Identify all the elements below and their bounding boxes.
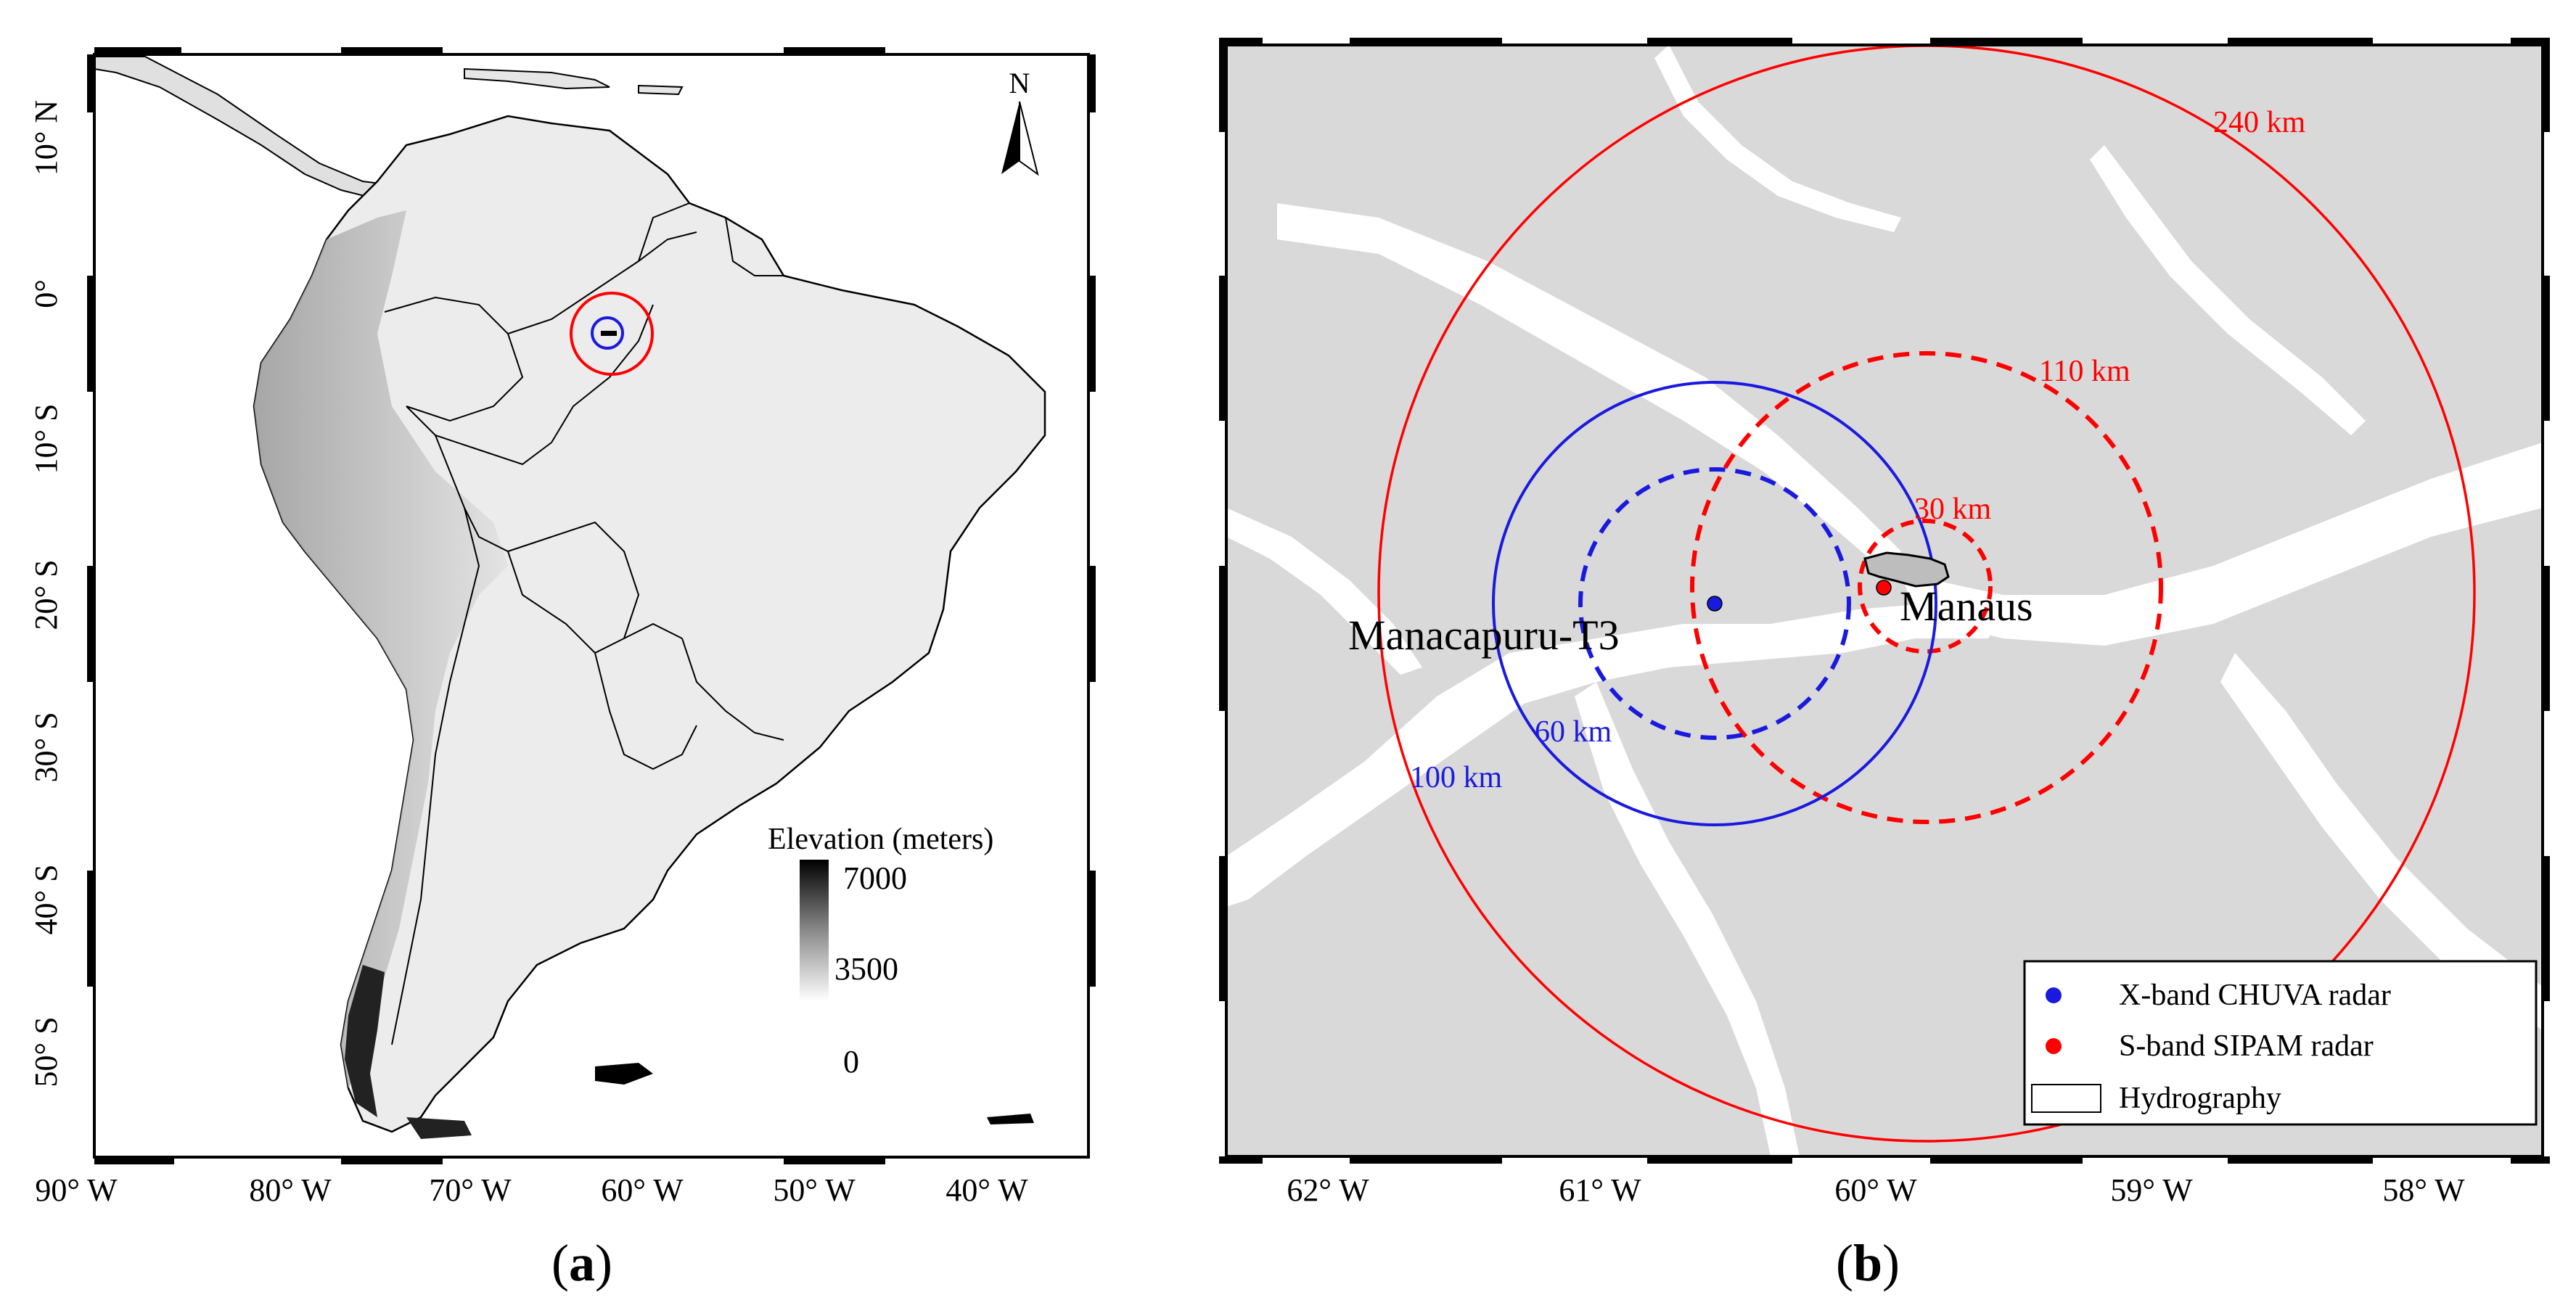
site-label-manacapuru: Manacapuru-T3 [1348, 612, 1620, 659]
lon-label-61w: 61° W [1559, 1172, 1641, 1208]
river-negro [1277, 203, 1901, 573]
country-borders [384, 202, 784, 1045]
panel-a-map: N Elevation (meters) 7000 3500 0 10° N 0… [28, 47, 1096, 1208]
lat-label-30s: 30° S [28, 712, 64, 782]
caption-a-letter: a [568, 1234, 595, 1292]
overview-ring-240km [570, 292, 654, 376]
south-georgia [987, 1114, 1034, 1124]
panel-a-graticule-ticks [87, 47, 1096, 1164]
legend-sband-icon [2046, 1038, 2062, 1054]
lat-label-20s: 20° S [28, 559, 64, 630]
lon-label-40w: 40° W [946, 1172, 1028, 1208]
lat-label-10n: 10° N [28, 100, 64, 176]
lat-label-50s: 50° S [28, 1016, 64, 1087]
lon-label-59w: 59° W [2110, 1172, 2193, 1208]
river-west-branch [1226, 508, 1422, 675]
lon-label-60w-b: 60° W [1834, 1172, 1917, 1208]
range-label-240: 240 km [2213, 106, 2306, 139]
elevation-min: 0 [843, 1044, 859, 1079]
legend-hydro-label: Hydrography [2119, 1082, 2281, 1115]
elevation-max: 7000 [843, 860, 907, 896]
elevation-legend-title: Elevation (meters) [768, 823, 993, 856]
river-purus-branch [1575, 682, 1800, 1156]
range-label-100: 100 km [1410, 761, 1503, 794]
panel-b-lon-labels: 62° W 61° W 60° W 59° W 58° W [1287, 1172, 2465, 1208]
panel-b-legend: X-band CHUVA radar S-band SIPAM radar Hy… [2023, 960, 2538, 1126]
lat-label-40s: 40° S [28, 864, 64, 934]
range-label-60: 60 km [1535, 715, 1612, 749]
north-arrow: N [1001, 67, 1039, 176]
tierra-del-fuego [406, 1117, 472, 1139]
caption-b: (b) [1836, 1234, 1900, 1292]
caribbean-islands [464, 67, 684, 96]
site-label-manaus: Manaus [1900, 583, 2033, 630]
lon-label-60w: 60° W [601, 1172, 684, 1208]
lon-label-50w: 50° W [773, 1172, 856, 1208]
north-arrow-icon [1001, 102, 1020, 174]
ring-60km [1578, 467, 1851, 740]
elevation-colorbar [800, 860, 829, 1001]
lon-label-80w: 80° W [249, 1172, 332, 1208]
caption-a: (a) [551, 1234, 612, 1292]
andes-relief [254, 210, 508, 1088]
lat-label-10s: 10° S [28, 403, 64, 474]
lon-label-70w: 70° W [429, 1172, 512, 1208]
sband-radar-site [1876, 580, 1892, 596]
river-amazonas [1901, 443, 2543, 646]
lat-label-0: 0° [28, 279, 64, 308]
elevation-legend: Elevation (meters) 7000 3500 0 [768, 823, 993, 1079]
ring-110km [1690, 351, 2163, 824]
overview-site-marker [601, 331, 617, 336]
legend-xband-label: X-band CHUVA radar [2119, 979, 2391, 1012]
panel-a-lat-labels: 10° N 0° 10° S 20° S 30° S 40° S 50° S [28, 100, 64, 1087]
legend-hydro-icon [2031, 1084, 2101, 1113]
range-label-30: 30 km [1914, 493, 1992, 526]
xband-radar-site [1707, 596, 1723, 612]
ring-30km [1858, 519, 1993, 654]
panel-b-graticule-ticks [1219, 38, 2550, 1164]
range-label-110: 110 km [2039, 355, 2130, 388]
lon-label-62w: 62° W [1287, 1172, 1369, 1208]
lon-label-90w: 90° W [35, 1172, 118, 1208]
patagonia-relief [345, 965, 385, 1117]
falkland-islands [595, 1063, 653, 1085]
river-negro-upper [1654, 45, 1901, 232]
ring-100km [1492, 381, 1937, 826]
panel-b-map: Manacapuru-T3 Manaus 240 km 110 km 30 km… [1219, 38, 2550, 1208]
legend-xband-icon [2046, 987, 2062, 1003]
manaus-city-outline [1863, 551, 1950, 588]
legend-sband-label: S-band SIPAM radar [2119, 1029, 2374, 1063]
north-label: N [1009, 67, 1030, 99]
river-urubu [2090, 145, 2366, 435]
caption-b-letter: b [1853, 1234, 1883, 1292]
elevation-mid: 3500 [834, 951, 898, 987]
lon-label-58w: 58° W [2382, 1172, 2465, 1208]
river-solimoes [1226, 602, 2003, 907]
river-madeira [2220, 653, 2543, 1030]
south-america-landmass [253, 115, 1046, 1133]
panel-a-lon-labels: 90° W 80° W 70° W 60° W 50° W 40° W [35, 1172, 1028, 1208]
overview-ring-100km [591, 316, 624, 350]
legend-box [2023, 960, 2538, 1126]
